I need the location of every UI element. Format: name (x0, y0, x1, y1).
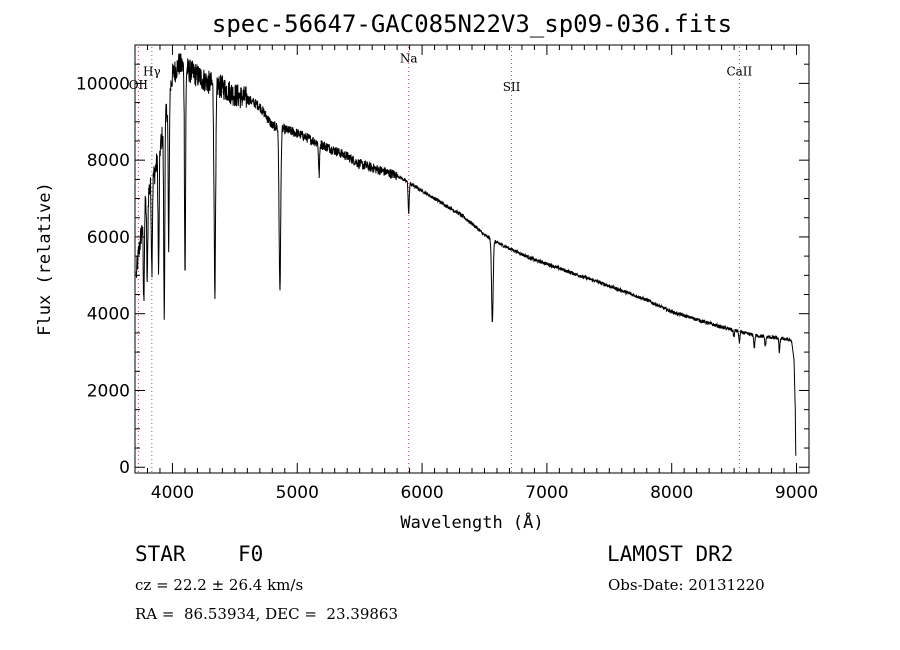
observation-date: Obs-Date: 20131220 (608, 576, 765, 594)
x-axis: 4000 5000 6000 7000 8000 9000 (134, 45, 818, 503)
spectrum-line (135, 53, 797, 456)
y-axis-label: Flux (relative) (35, 182, 55, 336)
line-marker-label: OII (129, 78, 149, 92)
line-marker-label: SII (503, 80, 521, 94)
object-class: STAR (135, 542, 186, 566)
redshift-velocity: cz = 22.2 ± 26.4 km/s (135, 576, 304, 594)
sky-coordinates: RA = 86.53934, DEC = 23.39863 (135, 605, 399, 623)
plot-frame (134, 44, 810, 474)
x-tick-label: 9000 (775, 483, 818, 503)
y-tick-label: 6000 (87, 228, 130, 248)
x-axis-label: Wavelength (Å) (400, 511, 543, 533)
x-tick-label: 7000 (525, 483, 568, 503)
line-marker-label: Hγ (143, 65, 161, 79)
line-marker-label: Na (400, 51, 418, 65)
y-tick-label: 0 (119, 458, 130, 478)
chart-title: spec-56647-GAC085N22V3_sp09-036.fits (212, 10, 732, 38)
x-tick-label: 6000 (400, 483, 443, 503)
survey-name: LAMOST DR2 (607, 542, 734, 566)
y-axis: 0 2000 4000 6000 8000 10000 (76, 44, 809, 478)
y-tick-label: 2000 (87, 381, 130, 401)
x-tick-label: 8000 (650, 483, 693, 503)
y-tick-label: 10000 (76, 74, 130, 94)
y-tick-label: 8000 (87, 151, 130, 171)
x-tick-label: 4000 (151, 483, 194, 503)
y-tick-label: 4000 (87, 305, 130, 325)
object-subclass: F0 (238, 542, 264, 566)
x-tick-label: 5000 (276, 483, 319, 503)
line-marker-label: CaII (726, 65, 752, 79)
